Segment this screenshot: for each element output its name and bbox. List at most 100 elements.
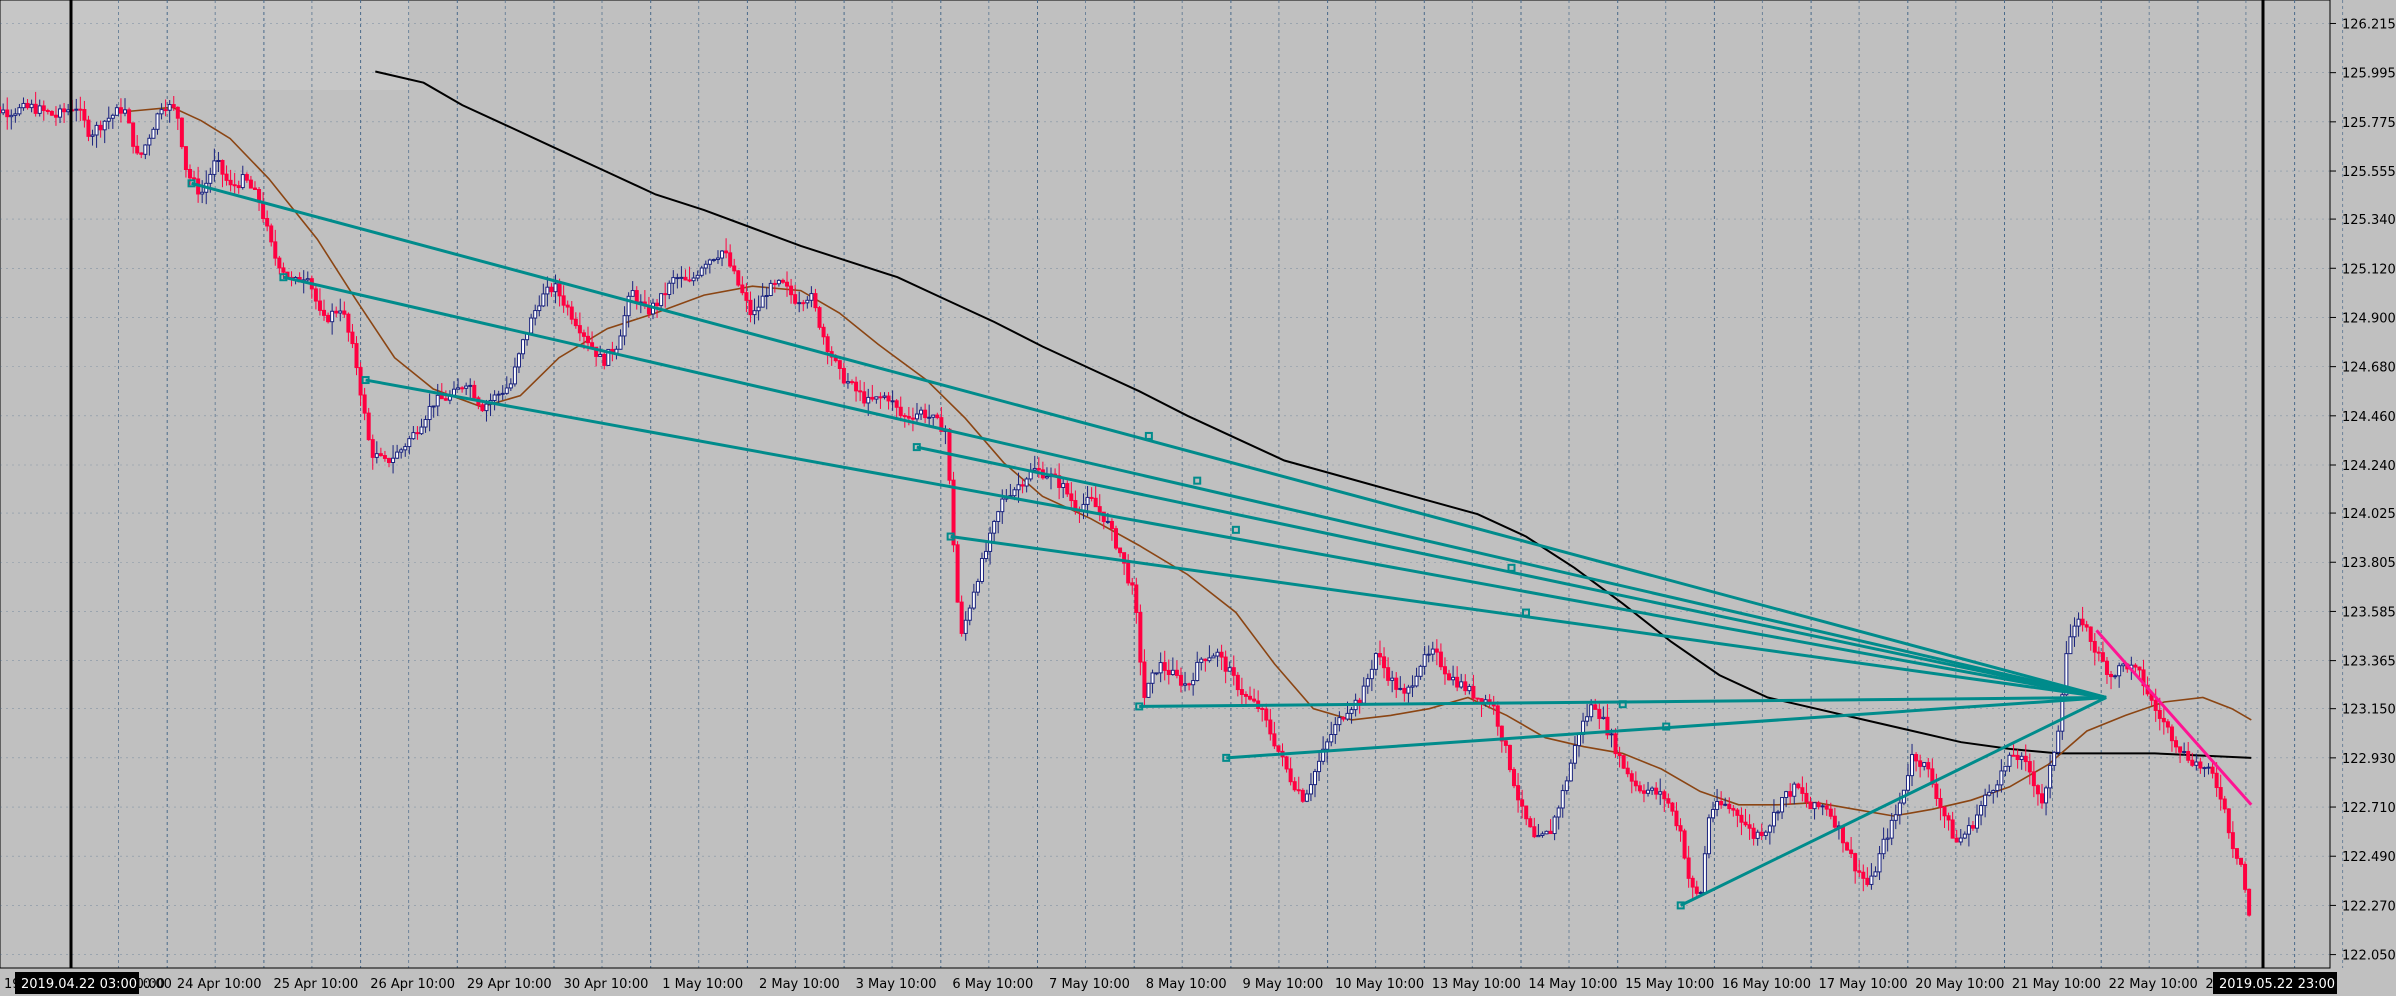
time-tick-label: 20 May 10:00	[1915, 977, 2004, 992]
candle-body	[305, 278, 310, 281]
candle-body	[1369, 668, 1374, 680]
candle-body	[837, 360, 842, 369]
time-marker-badge	[15, 972, 139, 994]
candle-body	[1893, 814, 1898, 821]
candle-body	[1227, 667, 1232, 672]
candle-body	[516, 353, 521, 368]
candle-body	[2133, 664, 2138, 668]
candle-body	[1126, 562, 1131, 584]
price-tick-label: 123.365	[2342, 655, 2396, 670]
candle-body	[1585, 716, 1590, 722]
candle-body	[25, 102, 30, 109]
candle-body	[338, 310, 343, 314]
time-marker-label: 2019.05.22 23:00	[2219, 977, 2335, 992]
candle-body	[1032, 467, 1037, 471]
candle-body	[797, 302, 802, 305]
candle-body	[1036, 467, 1041, 471]
candle-body	[1422, 654, 1427, 667]
trend-anchor	[1144, 431, 1153, 440]
candle-body	[1767, 825, 1772, 833]
candle-body	[281, 267, 286, 273]
candle-body	[2178, 746, 2183, 753]
candle-body	[2100, 652, 2105, 662]
candle-body	[334, 310, 339, 314]
candle-body	[1788, 791, 1793, 797]
candle-body	[919, 409, 924, 415]
candle-body	[1975, 814, 1980, 829]
candle-body	[1755, 831, 1760, 839]
candle-body	[171, 104, 176, 108]
candle-body	[1792, 783, 1797, 797]
candle-body	[2121, 663, 2126, 667]
trend-lines	[187, 179, 2253, 910]
candle-body	[1288, 768, 1293, 783]
candle-body	[1780, 797, 1785, 813]
candle-body	[2088, 626, 2093, 642]
candle-body	[545, 286, 550, 295]
candle-body	[1386, 667, 1391, 681]
candle-body	[914, 413, 919, 420]
candle-body	[1674, 810, 1679, 827]
candle-body	[1442, 666, 1447, 675]
candle-body	[1239, 689, 1244, 695]
candle-body	[62, 108, 67, 113]
candle-body	[1857, 870, 1862, 873]
candle-body	[500, 392, 505, 395]
candle-body	[577, 325, 582, 334]
candle-body	[1166, 669, 1171, 676]
trend-anchor	[1193, 476, 1202, 485]
candle-body	[175, 106, 180, 119]
trend-anchor	[1231, 525, 1240, 534]
candle-body	[1097, 506, 1102, 513]
candle-body	[1248, 695, 1253, 700]
trend-anchor	[912, 443, 921, 452]
candle-body	[240, 174, 245, 189]
candle-body	[939, 417, 944, 432]
candle-body	[317, 300, 322, 311]
candle-body	[813, 293, 818, 309]
candle-body	[858, 390, 863, 393]
candle-body	[1576, 733, 1581, 747]
candle-body	[74, 108, 79, 111]
candle-body	[224, 173, 229, 181]
candle-body	[894, 400, 899, 408]
candle-body	[898, 406, 903, 417]
candle-body	[923, 409, 928, 419]
candle-body	[1349, 709, 1354, 714]
candle-body	[277, 257, 282, 269]
candle-body	[1564, 780, 1569, 792]
candle-body	[1845, 842, 1850, 851]
candle-body	[1629, 773, 1634, 782]
candle-body	[1832, 815, 1837, 828]
candle-body	[1304, 793, 1309, 802]
candle-body	[2068, 636, 2073, 655]
candle-body	[1694, 886, 1699, 894]
candle-body	[1914, 754, 1919, 762]
candle-body	[1093, 497, 1098, 508]
candle-body	[1991, 789, 1996, 793]
candle-body	[98, 124, 103, 131]
candle-body	[752, 310, 757, 316]
price-tick-label: 122.930	[2342, 752, 2396, 767]
candle-body	[1512, 769, 1517, 787]
candle-body	[2169, 726, 2174, 742]
candle-body	[927, 416, 932, 419]
candle-body	[1459, 681, 1464, 688]
candle-body	[1889, 819, 1894, 839]
candle-body	[1199, 658, 1204, 663]
candle-body	[2031, 771, 2036, 787]
candle-body	[667, 282, 672, 295]
candle-body	[45, 110, 50, 113]
time-tick-label: 15 May 10:00	[1625, 977, 1714, 992]
candle-body	[1536, 834, 1541, 838]
candle-body	[1650, 787, 1655, 791]
time-markers: 2019.04.22 03:00 2019.05.22 23:00	[15, 0, 2337, 994]
candle-body	[780, 279, 785, 283]
candle-body	[598, 353, 603, 357]
candle-body	[1162, 662, 1167, 671]
trend-anchor	[279, 273, 288, 282]
candle-body	[1954, 837, 1959, 843]
candle-body	[395, 451, 400, 459]
time-tick-label: 1 May 10:00	[662, 977, 743, 992]
candle-body	[41, 105, 46, 112]
